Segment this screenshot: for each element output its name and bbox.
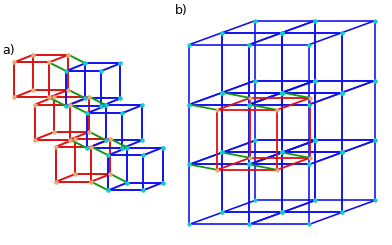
Text: a): a) xyxy=(2,44,15,57)
Text: b): b) xyxy=(174,4,187,17)
